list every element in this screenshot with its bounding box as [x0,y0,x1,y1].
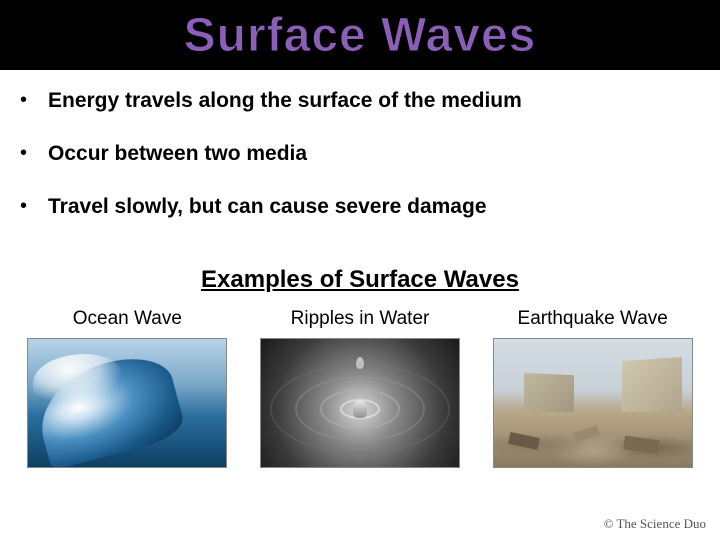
example-label: Ocean Wave [73,308,182,330]
earthquake-image [493,338,693,468]
example-label: Earthquake Wave [518,308,668,330]
bullet-mark: • [20,194,48,218]
ripples-image [260,338,460,468]
ocean-wave-image [27,338,227,468]
bullet-text: Energy travels along the surface of the … [48,88,522,113]
bullet-text: Occur between two media [48,141,307,166]
bullet-mark: • [20,88,48,112]
bullet-item: • Occur between two media [20,141,700,166]
bullet-text: Travel slowly, but can cause severe dama… [48,194,487,219]
credit-line: © The Science Duo [604,516,706,532]
examples-row: Ocean Wave Ripples in Water Earthquake W… [0,308,720,468]
title-bar: Surface Waves [0,0,720,70]
page-title: Surface Waves [184,8,537,63]
examples-heading: Examples of Surface Waves [0,266,720,294]
bullet-item: • Travel slowly, but can cause severe da… [20,194,700,219]
example-ripples: Ripples in Water [253,308,468,468]
example-label: Ripples in Water [291,308,430,330]
bullet-item: • Energy travels along the surface of th… [20,88,700,113]
bullet-mark: • [20,141,48,165]
example-ocean: Ocean Wave [20,308,235,468]
example-earthquake: Earthquake Wave [485,308,700,468]
bullet-list: • Energy travels along the surface of th… [0,70,720,258]
